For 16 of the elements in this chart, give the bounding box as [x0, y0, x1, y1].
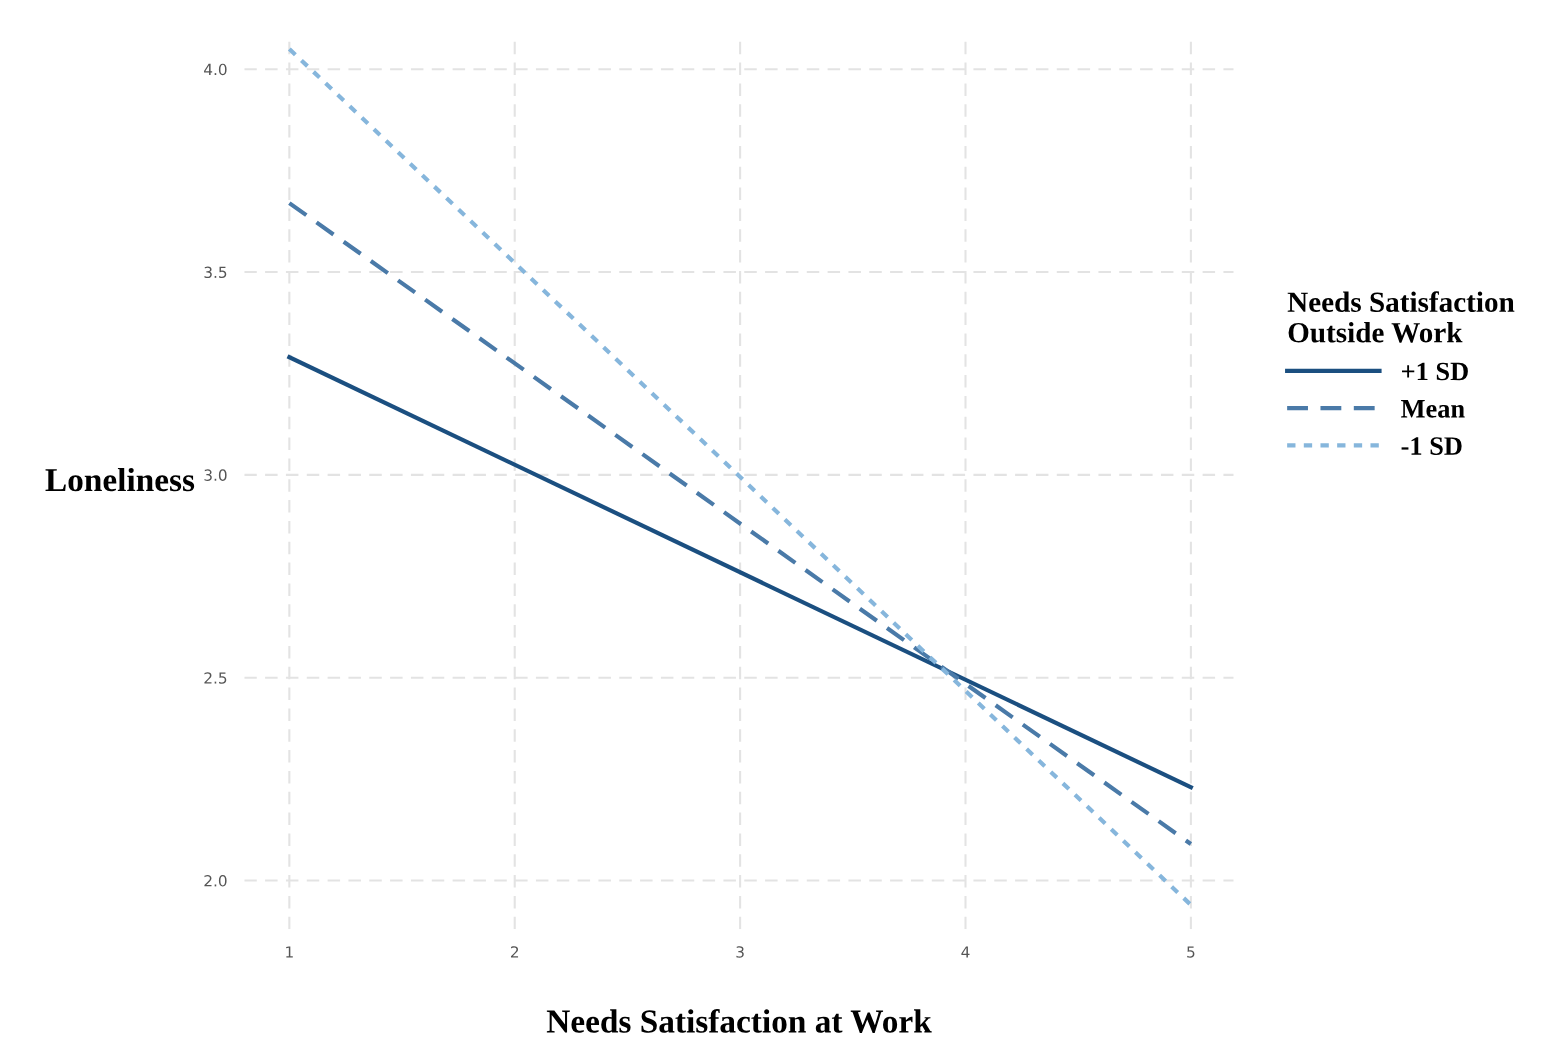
x-tick-label: 4 — [961, 946, 970, 958]
y-tick-label: 2.5 — [204, 672, 227, 684]
x-tick-label: 3 — [736, 946, 744, 958]
legend-label: +1 SD — [1402, 362, 1468, 381]
legend-title: Needs Satisfaction Outside Work — [1287, 291, 1515, 343]
x-axis-title: Needs Satisfaction at Work — [546, 1008, 932, 1033]
y-tick-label: 3.5 — [204, 266, 227, 279]
x-tick-label: 2 — [510, 946, 519, 958]
y-tick-label: 3.0 — [204, 469, 227, 481]
y-tick-label: 4.0 — [204, 63, 227, 76]
y-axis-title: Loneliness — [45, 467, 195, 492]
x-tick-label: 1 — [286, 946, 293, 958]
legend-label: Mean — [1401, 400, 1465, 418]
legend-label: -1 SD — [1401, 437, 1462, 455]
x-tick-label: 5 — [1187, 946, 1195, 958]
y-tick-label: 2.0 — [204, 875, 227, 887]
